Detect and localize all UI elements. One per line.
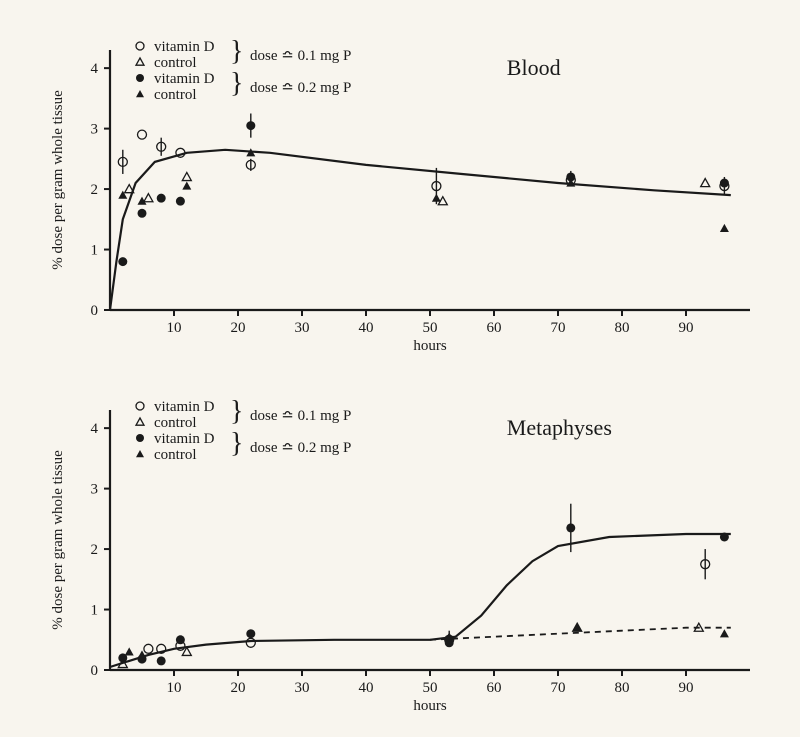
ytick-label: 4 xyxy=(91,61,99,77)
xtick-label: 50 xyxy=(423,320,438,336)
fit-curve xyxy=(110,534,731,667)
chart-title: Metaphyses xyxy=(507,415,612,440)
legend-label: control xyxy=(154,447,197,463)
ytick-label: 1 xyxy=(91,603,99,619)
xtick-label: 70 xyxy=(551,680,566,696)
ytick-label: 2 xyxy=(91,182,99,198)
brace-icon: } xyxy=(230,428,243,459)
xtick-label: 70 xyxy=(551,320,566,336)
legend-dose: dose ≏ 0.2 mg P xyxy=(250,80,351,96)
ytick-label: 3 xyxy=(91,482,99,498)
x-axis-label: hours xyxy=(413,338,446,354)
ytick-label: 3 xyxy=(91,122,99,138)
brace-icon: } xyxy=(230,68,243,99)
brace-icon: } xyxy=(230,36,243,67)
xtick-label: 50 xyxy=(423,680,438,696)
chart-metaphyses: 0 1 2 3 4 10 20 30 40 50 60 70 80 90 % dose per gram w… xyxy=(30,380,770,720)
xtick-label: 30 xyxy=(295,320,310,336)
page: 01234102030405060708090% dose per gram w… xyxy=(0,0,800,737)
ytick-label: 1 xyxy=(91,243,99,259)
xtick-label: 20 xyxy=(231,680,246,696)
legend-dose: dose ≏ 0.1 mg P xyxy=(250,408,351,424)
brace-icon: } xyxy=(230,396,243,427)
legend-label: vitamin D xyxy=(154,399,215,415)
xtick-label: 40 xyxy=(359,320,374,336)
xtick-label: 60 xyxy=(487,320,502,336)
xtick-label: 20 xyxy=(231,320,246,336)
xtick-label: 90 xyxy=(679,320,694,336)
ytick-label: 0 xyxy=(91,663,99,679)
xtick-label: 60 xyxy=(487,680,502,696)
xtick-label: 10 xyxy=(167,680,182,696)
legend-label: control xyxy=(154,415,197,431)
ytick-label: 0 xyxy=(91,303,99,319)
legend-label: control xyxy=(154,87,197,103)
legend-label: vitamin D xyxy=(154,431,215,447)
xtick-label: 80 xyxy=(615,320,630,336)
xtick-label: 40 xyxy=(359,680,374,696)
ytick-label: 4 xyxy=(91,421,99,437)
xtick-label: 90 xyxy=(679,680,694,696)
legend-dose: dose ≏ 0.2 mg P xyxy=(250,440,351,456)
legend-label: control xyxy=(154,55,197,71)
xtick-label: 10 xyxy=(167,320,182,336)
y-axis-label: % dose per gram whole tissue xyxy=(50,450,66,630)
chart-blood: 0 1 2 3 4 10 20 30 40 50 60 70 80 90 % dose per gram w… xyxy=(30,20,770,360)
xtick-label: 30 xyxy=(295,680,310,696)
legend-label: vitamin D xyxy=(154,39,215,55)
chart-title: Blood xyxy=(507,55,561,80)
legend-dose: dose ≏ 0.1 mg P xyxy=(250,48,351,64)
ytick-label: 2 xyxy=(91,542,99,558)
legend-label: vitamin D xyxy=(154,71,215,87)
y-axis-label: % dose per gram whole tissue xyxy=(50,90,66,270)
fit-curve xyxy=(110,150,731,310)
xtick-label: 80 xyxy=(615,680,630,696)
x-axis-label: hours xyxy=(413,698,446,714)
